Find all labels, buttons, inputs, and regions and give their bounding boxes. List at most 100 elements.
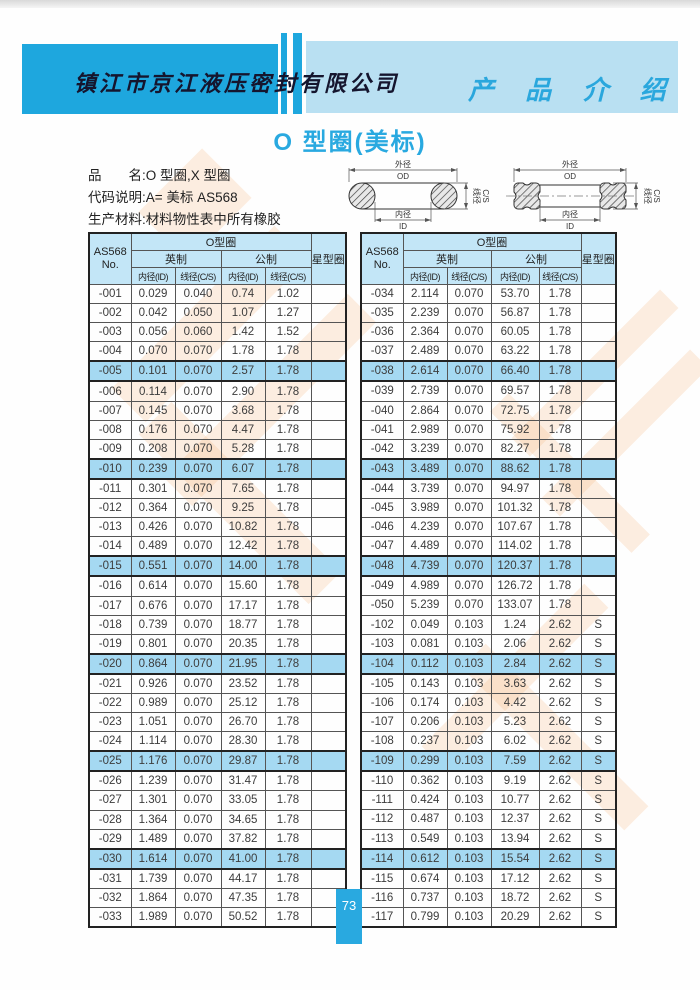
dim-cs-cn-label: 线径 <box>472 188 482 204</box>
no-label: No. <box>101 259 119 271</box>
table-cell: 0.174 <box>402 692 448 713</box>
table-cell: -030 <box>88 847 132 870</box>
table-cell: 15.54 <box>490 847 540 870</box>
table-row: -048 4.739 0.070 120.37 1.78 <box>360 555 617 578</box>
table-row: -017 0.676 0.070 17.17 1.78 <box>88 595 347 616</box>
table-row: -109 0.299 0.103 7.59 2.62 S <box>360 750 617 773</box>
table-cell: 2.864 <box>402 400 448 421</box>
table-cell: -008 <box>88 419 132 440</box>
table-row: -006 0.114 0.070 2.90 1.78 <box>88 380 347 402</box>
table-row: -020 0.864 0.070 21.95 1.78 <box>88 652 347 675</box>
table-cell: -011 <box>88 478 132 500</box>
table-cell: S <box>580 828 617 850</box>
table-cell: S <box>580 906 617 928</box>
table-cell: 1.78 <box>538 536 582 557</box>
table-cell: 0.364 <box>130 498 176 519</box>
col-id-metric: 内径(ID) <box>490 267 540 285</box>
table-cell: 2.62 <box>538 828 582 850</box>
table-cell: 0.208 <box>130 438 176 460</box>
table-cell: -042 <box>360 438 404 460</box>
table-cell: -043 <box>360 457 404 480</box>
table-cell: -020 <box>88 652 132 675</box>
table-cell: 1.78 <box>264 419 312 440</box>
table-cell: 1.78 <box>538 419 582 440</box>
table-cell: 7.59 <box>490 750 540 773</box>
table-cell: 2.614 <box>402 360 448 383</box>
table-cell: 0.070 <box>174 847 222 870</box>
table-cell: 2.90 <box>220 380 266 402</box>
table-cell: 20.29 <box>490 906 540 928</box>
table-cell: 1.07 <box>220 303 266 324</box>
table-cell: 0.070 <box>174 380 222 402</box>
table-cell: 1.739 <box>130 868 176 889</box>
table-cell: 10.82 <box>220 517 266 538</box>
table-cell: 1.78 <box>264 887 312 909</box>
table-cell: 0.864 <box>130 652 176 675</box>
table-cell <box>310 283 347 305</box>
dim-od-label: OD <box>397 172 409 181</box>
table-row: -114 0.612 0.103 15.54 2.62 S <box>360 847 617 870</box>
table-cell: 0.676 <box>130 595 176 616</box>
table-cell: 0.103 <box>446 809 492 830</box>
table-cell: 0.176 <box>130 419 176 440</box>
table-cell: 0.112 <box>402 652 448 675</box>
table-cell: 0.070 <box>446 419 492 440</box>
table-cell: -039 <box>360 380 404 402</box>
table-cell: 1.78 <box>264 478 312 500</box>
table-cell: 4.42 <box>490 692 540 713</box>
table-cell <box>580 536 617 557</box>
table-cell: 0.070 <box>446 400 492 421</box>
table-cell: 2.114 <box>402 283 448 305</box>
table-cell: 2.57 <box>220 360 266 383</box>
table-cell: -115 <box>360 868 404 889</box>
table-row: -103 0.081 0.103 2.06 2.62 S <box>360 633 617 655</box>
table-cell <box>580 575 617 597</box>
table-cell: 0.103 <box>446 633 492 655</box>
table-cell: 1.78 <box>264 828 312 850</box>
table-cell: 0.070 <box>174 575 222 597</box>
table-cell: -106 <box>360 692 404 713</box>
table-cell <box>580 419 617 440</box>
table-cell: S <box>580 633 617 655</box>
table-row: -018 0.739 0.070 18.77 1.78 <box>88 614 347 635</box>
table-cell: 0.424 <box>402 790 448 811</box>
table-row: -115 0.674 0.103 17.12 2.62 S <box>360 868 617 889</box>
table-cell: 2.62 <box>538 887 582 908</box>
table-cell: S <box>580 847 617 870</box>
table-cell: 0.070 <box>174 438 222 460</box>
table-row: -011 0.301 0.070 7.65 1.78 <box>88 478 347 500</box>
table-cell <box>580 341 617 362</box>
table-cell: -046 <box>360 517 404 538</box>
table-cell <box>580 360 617 383</box>
table-cell: 4.489 <box>402 536 448 557</box>
table-cell: 0.426 <box>130 517 176 538</box>
table-cell <box>310 419 347 440</box>
table-row: -032 1.864 0.070 47.35 1.78 <box>88 887 347 909</box>
table-cell: 0.614 <box>130 575 176 597</box>
spec-tables: AS568 No. O型圈 星型圈 英制 公制 内径(ID) 线径(C/S) 内… <box>88 232 617 929</box>
table-cell: 1.78 <box>264 633 312 655</box>
table-cell: 2.62 <box>538 809 582 830</box>
table-cell: -028 <box>88 809 132 830</box>
table-cell: 7.65 <box>220 478 266 500</box>
table-row: -015 0.551 0.070 14.00 1.78 <box>88 555 347 578</box>
table-cell: 26.70 <box>220 712 266 733</box>
table-cell: 1.78 <box>538 438 582 460</box>
table-cell: 0.070 <box>446 303 492 324</box>
table-cell: 0.070 <box>174 907 222 928</box>
header-light-bar <box>306 41 678 113</box>
table-cell: 0.612 <box>402 847 448 870</box>
table-cell: 0.070 <box>446 478 492 499</box>
table-cell: 0.070 <box>174 887 222 909</box>
table-cell: -014 <box>88 536 132 557</box>
table-cell: 9.19 <box>490 770 540 792</box>
table-cell: 34.65 <box>220 809 266 830</box>
table-cell: 120.37 <box>490 555 540 578</box>
table-cell: 1.78 <box>264 652 312 675</box>
table-cell: -016 <box>88 575 132 597</box>
table-cell: 0.070 <box>174 712 222 733</box>
table-cell: 1.78 <box>264 536 312 557</box>
table-cell: 2.62 <box>538 731 582 752</box>
table-cell: 0.029 <box>130 283 176 305</box>
table-cell: -050 <box>360 595 404 616</box>
